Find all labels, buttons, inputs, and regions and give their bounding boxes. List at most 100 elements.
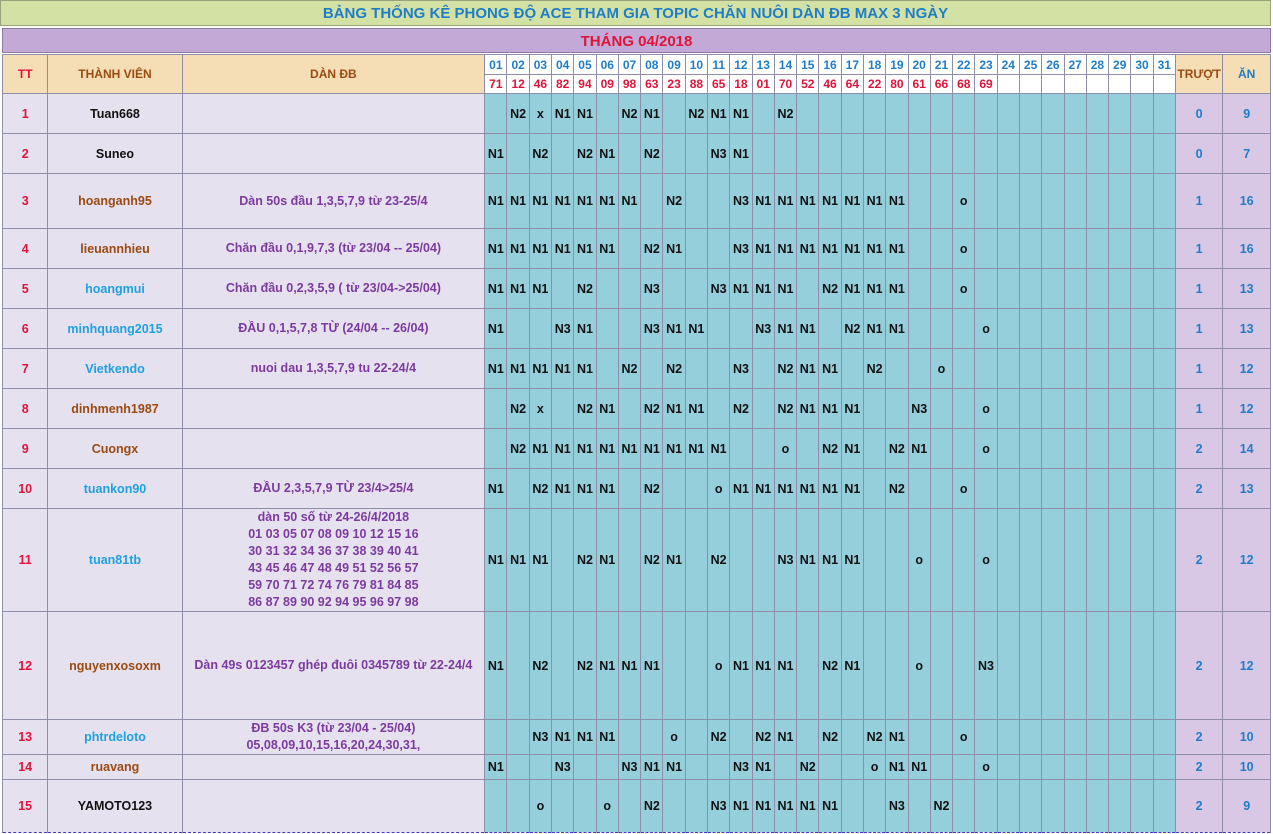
- day-cell: N2: [617, 93, 642, 134]
- day-cell: [1085, 468, 1110, 509]
- day-cell: [974, 173, 998, 229]
- truot-count: 1: [1174, 228, 1224, 269]
- day-cell: [929, 611, 954, 720]
- day-cell: o: [662, 719, 686, 755]
- day-cell: N2: [506, 428, 530, 469]
- day-cell: [684, 468, 709, 509]
- day-cell: [996, 228, 1020, 269]
- day-cell: [818, 754, 842, 780]
- day-cell: [1018, 228, 1043, 269]
- dan-line: Chăn đầu 0,2,3,5,9 ( từ 23/04->25/04): [225, 281, 441, 295]
- day-cell: N1: [506, 173, 530, 229]
- day-cell: [840, 133, 864, 174]
- day-cell: [1108, 428, 1132, 469]
- day-cell: N1: [684, 428, 709, 469]
- day-cell: [862, 388, 887, 429]
- day-cell: N1: [528, 268, 553, 309]
- day-cell: [729, 508, 753, 612]
- day-cell: N1: [528, 348, 553, 389]
- day-cell: N1: [640, 93, 664, 134]
- day-cell: [952, 93, 976, 134]
- day-cell: [573, 754, 597, 780]
- day-cell: [1152, 93, 1176, 134]
- day-cell: [1130, 388, 1154, 429]
- day-cell: [1108, 308, 1132, 349]
- day-header: 07: [617, 54, 642, 75]
- day-cell: N2: [573, 388, 597, 429]
- day-cell: [929, 228, 954, 269]
- day-header: 13: [751, 54, 775, 75]
- day-cell: o: [929, 348, 954, 389]
- result-value: [1108, 74, 1132, 94]
- day-cell: [1130, 133, 1154, 174]
- day-cell: [684, 611, 709, 720]
- day-cell: [484, 428, 508, 469]
- day-cell: N1: [818, 388, 842, 429]
- day-cell: [1041, 611, 1065, 720]
- day-cell: [1108, 133, 1132, 174]
- result-value: 69: [974, 74, 998, 94]
- day-cell: [952, 133, 976, 174]
- day-header: 20: [907, 54, 931, 75]
- day-cell: N1: [840, 388, 864, 429]
- dan-description: dàn 50 số từ 24-26/4/2018 01 03 05 07 08 …: [181, 508, 486, 612]
- day-cell: o: [773, 428, 798, 469]
- day-cell: N3: [551, 754, 575, 780]
- day-cell: [684, 268, 709, 309]
- day-cell: N1: [840, 228, 864, 269]
- table-row: 1 Tuan668 N2 x N1 N1 N2 N1 N2 N1 N1 N2 0 9: [1, 93, 1271, 134]
- dan-line: dàn 50 số từ 24-26/4/2018: [257, 510, 410, 524]
- day-cell: [952, 754, 976, 780]
- table-row: 8 dinhmenh1987 N2 x N2 N1 N2 N1 N1 N2 N2 N1 N1 N1 N3 o 1…: [1, 388, 1271, 429]
- day-cell: [796, 719, 820, 755]
- day-cell: [840, 719, 864, 755]
- day-cell: N2: [885, 468, 909, 509]
- day-cell: [1108, 173, 1132, 229]
- table-row: 14 ruavang N1 N3 N3 N1 N1 N3 N1 N2 o N1 N1 o 2 10: [1, 754, 1271, 780]
- day-cell: [1152, 754, 1176, 780]
- day-cell: N1: [840, 428, 864, 469]
- day-cell: [1152, 133, 1176, 174]
- member-name: lieuannhieu: [47, 228, 183, 269]
- day-cell: [1085, 779, 1110, 833]
- day-cell: [1018, 348, 1043, 389]
- day-header: 27: [1063, 54, 1087, 75]
- day-cell: N1: [818, 508, 842, 612]
- day-cell: [929, 388, 954, 429]
- day-cell: [1041, 268, 1065, 309]
- day-cell: [662, 133, 686, 174]
- day-cell: [573, 779, 597, 833]
- day-cell: [1152, 428, 1176, 469]
- day-cell: N1: [840, 173, 864, 229]
- day-cell: N1: [662, 508, 686, 612]
- day-cell: N1: [662, 308, 686, 349]
- day-cell: o: [974, 508, 998, 612]
- day-cell: [484, 388, 508, 429]
- member-name: Cuongx: [47, 428, 183, 469]
- day-cell: [796, 93, 820, 134]
- an-count: 9: [1222, 779, 1271, 833]
- day-cell: N1: [640, 428, 664, 469]
- table-row: 2 Suneo N1 N2 N2 N1 N2 N3 N1 0 7: [1, 133, 1271, 174]
- day-cell: o: [707, 468, 731, 509]
- day-cell: [1152, 779, 1176, 833]
- day-cell: [885, 348, 909, 389]
- day-cell: N1: [729, 93, 753, 134]
- day-cell: [1108, 93, 1132, 134]
- day-cell: [1130, 348, 1154, 389]
- an-count: 12: [1222, 611, 1271, 720]
- day-cell: N2: [684, 93, 709, 134]
- day-cell: [1085, 308, 1110, 349]
- day-cell: [506, 754, 530, 780]
- day-cell: N1: [573, 348, 597, 389]
- dan-description: [181, 388, 486, 429]
- day-cell: N2: [751, 719, 775, 755]
- day-cell: [1041, 754, 1065, 780]
- day-cell: N2: [528, 133, 553, 174]
- day-cell: N3: [707, 268, 731, 309]
- day-cell: [1152, 228, 1176, 269]
- day-cell: [595, 93, 619, 134]
- day-cell: [929, 508, 954, 612]
- day-cell: N1: [484, 133, 508, 174]
- header-an: ĂN: [1222, 54, 1271, 94]
